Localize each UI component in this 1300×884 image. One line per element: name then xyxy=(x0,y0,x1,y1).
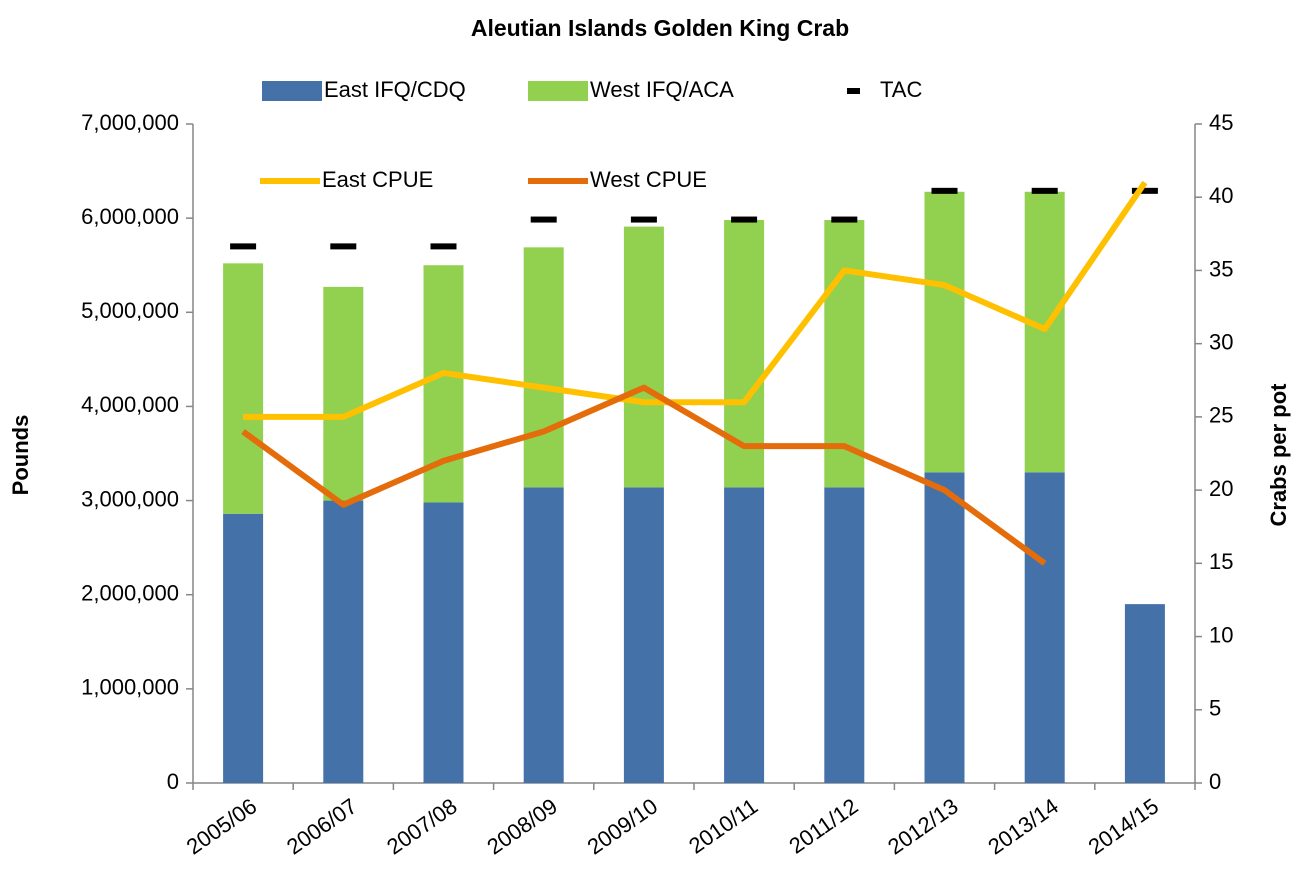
legend-label: TAC xyxy=(880,77,922,102)
tac-marker xyxy=(1131,187,1158,194)
bar xyxy=(1024,472,1065,783)
y-tick-label: 1,000,000 xyxy=(81,675,179,700)
tac-marker xyxy=(530,216,557,223)
y-tick-label: 0 xyxy=(167,769,179,794)
y2-tick-label: 5 xyxy=(1209,696,1221,721)
bar xyxy=(523,247,564,488)
x-tick-label: 2013/14 xyxy=(983,793,1062,859)
y2-tick-label: 0 xyxy=(1209,769,1221,794)
y-tick-label: 4,000,000 xyxy=(81,392,179,417)
tac-marker xyxy=(230,243,257,250)
tac-marker xyxy=(831,216,858,223)
y2-tick-label: 45 xyxy=(1209,110,1233,135)
y-axis-title: Pounds xyxy=(8,415,33,496)
y2-tick-label: 35 xyxy=(1209,256,1233,281)
x-tick-label: 2010/11 xyxy=(684,793,762,858)
x-tick-label: 2011/12 xyxy=(784,793,862,858)
bar xyxy=(924,191,965,473)
x-tick-label: 2007/08 xyxy=(382,793,461,859)
tac-marker xyxy=(931,187,958,194)
y-tick-label: 7,000,000 xyxy=(81,110,179,135)
bar xyxy=(523,487,564,783)
line xyxy=(241,384,1047,566)
bar xyxy=(1124,604,1165,783)
bar xyxy=(423,502,464,783)
y-tick-label: 5,000,000 xyxy=(81,298,179,323)
x-tick-label: 2012/13 xyxy=(883,793,962,859)
bar xyxy=(724,487,765,783)
bar xyxy=(623,226,664,488)
bar xyxy=(1024,191,1065,473)
x-tick-label: 2006/07 xyxy=(282,793,361,859)
legend-label: West IFQ/ACA xyxy=(590,77,734,102)
bar xyxy=(223,263,264,514)
x-tick-label: 2005/06 xyxy=(182,793,261,859)
x-tick-label: 2009/10 xyxy=(583,793,662,859)
legend-swatch xyxy=(528,81,588,101)
legend-swatch xyxy=(847,88,860,94)
y2-tick-label: 20 xyxy=(1209,476,1233,501)
y2-tick-label: 40 xyxy=(1209,183,1233,208)
legend-label: West CPUE xyxy=(590,167,707,192)
bar xyxy=(323,286,364,501)
y2-axis-title: Crabs per pot xyxy=(1266,383,1291,527)
line xyxy=(243,180,1148,420)
bar xyxy=(824,487,865,783)
legend-swatch xyxy=(262,81,322,101)
x-tick-label: 2008/09 xyxy=(482,793,561,859)
bar xyxy=(824,220,865,488)
chart-title: Aleutian Islands Golden King Crab xyxy=(471,15,849,41)
bar xyxy=(924,472,965,783)
y2-tick-label: 15 xyxy=(1209,549,1233,574)
bar xyxy=(323,500,364,783)
y2-tick-label: 30 xyxy=(1209,329,1233,354)
y2-tick-label: 25 xyxy=(1209,403,1233,428)
y-tick-label: 6,000,000 xyxy=(81,204,179,229)
tac-marker xyxy=(1031,187,1058,194)
bar xyxy=(623,487,664,783)
tac-marker xyxy=(731,216,758,223)
tac-marker xyxy=(330,243,357,250)
y-tick-label: 2,000,000 xyxy=(81,581,179,606)
y2-tick-label: 10 xyxy=(1209,622,1233,647)
legend-label: East IFQ/CDQ xyxy=(324,77,466,102)
legend-label: East CPUE xyxy=(322,167,433,192)
y-tick-label: 3,000,000 xyxy=(81,486,179,511)
tac-marker xyxy=(430,243,457,250)
tac-marker xyxy=(630,216,657,223)
bar xyxy=(223,513,264,783)
x-tick-label: 2014/15 xyxy=(1084,793,1163,859)
